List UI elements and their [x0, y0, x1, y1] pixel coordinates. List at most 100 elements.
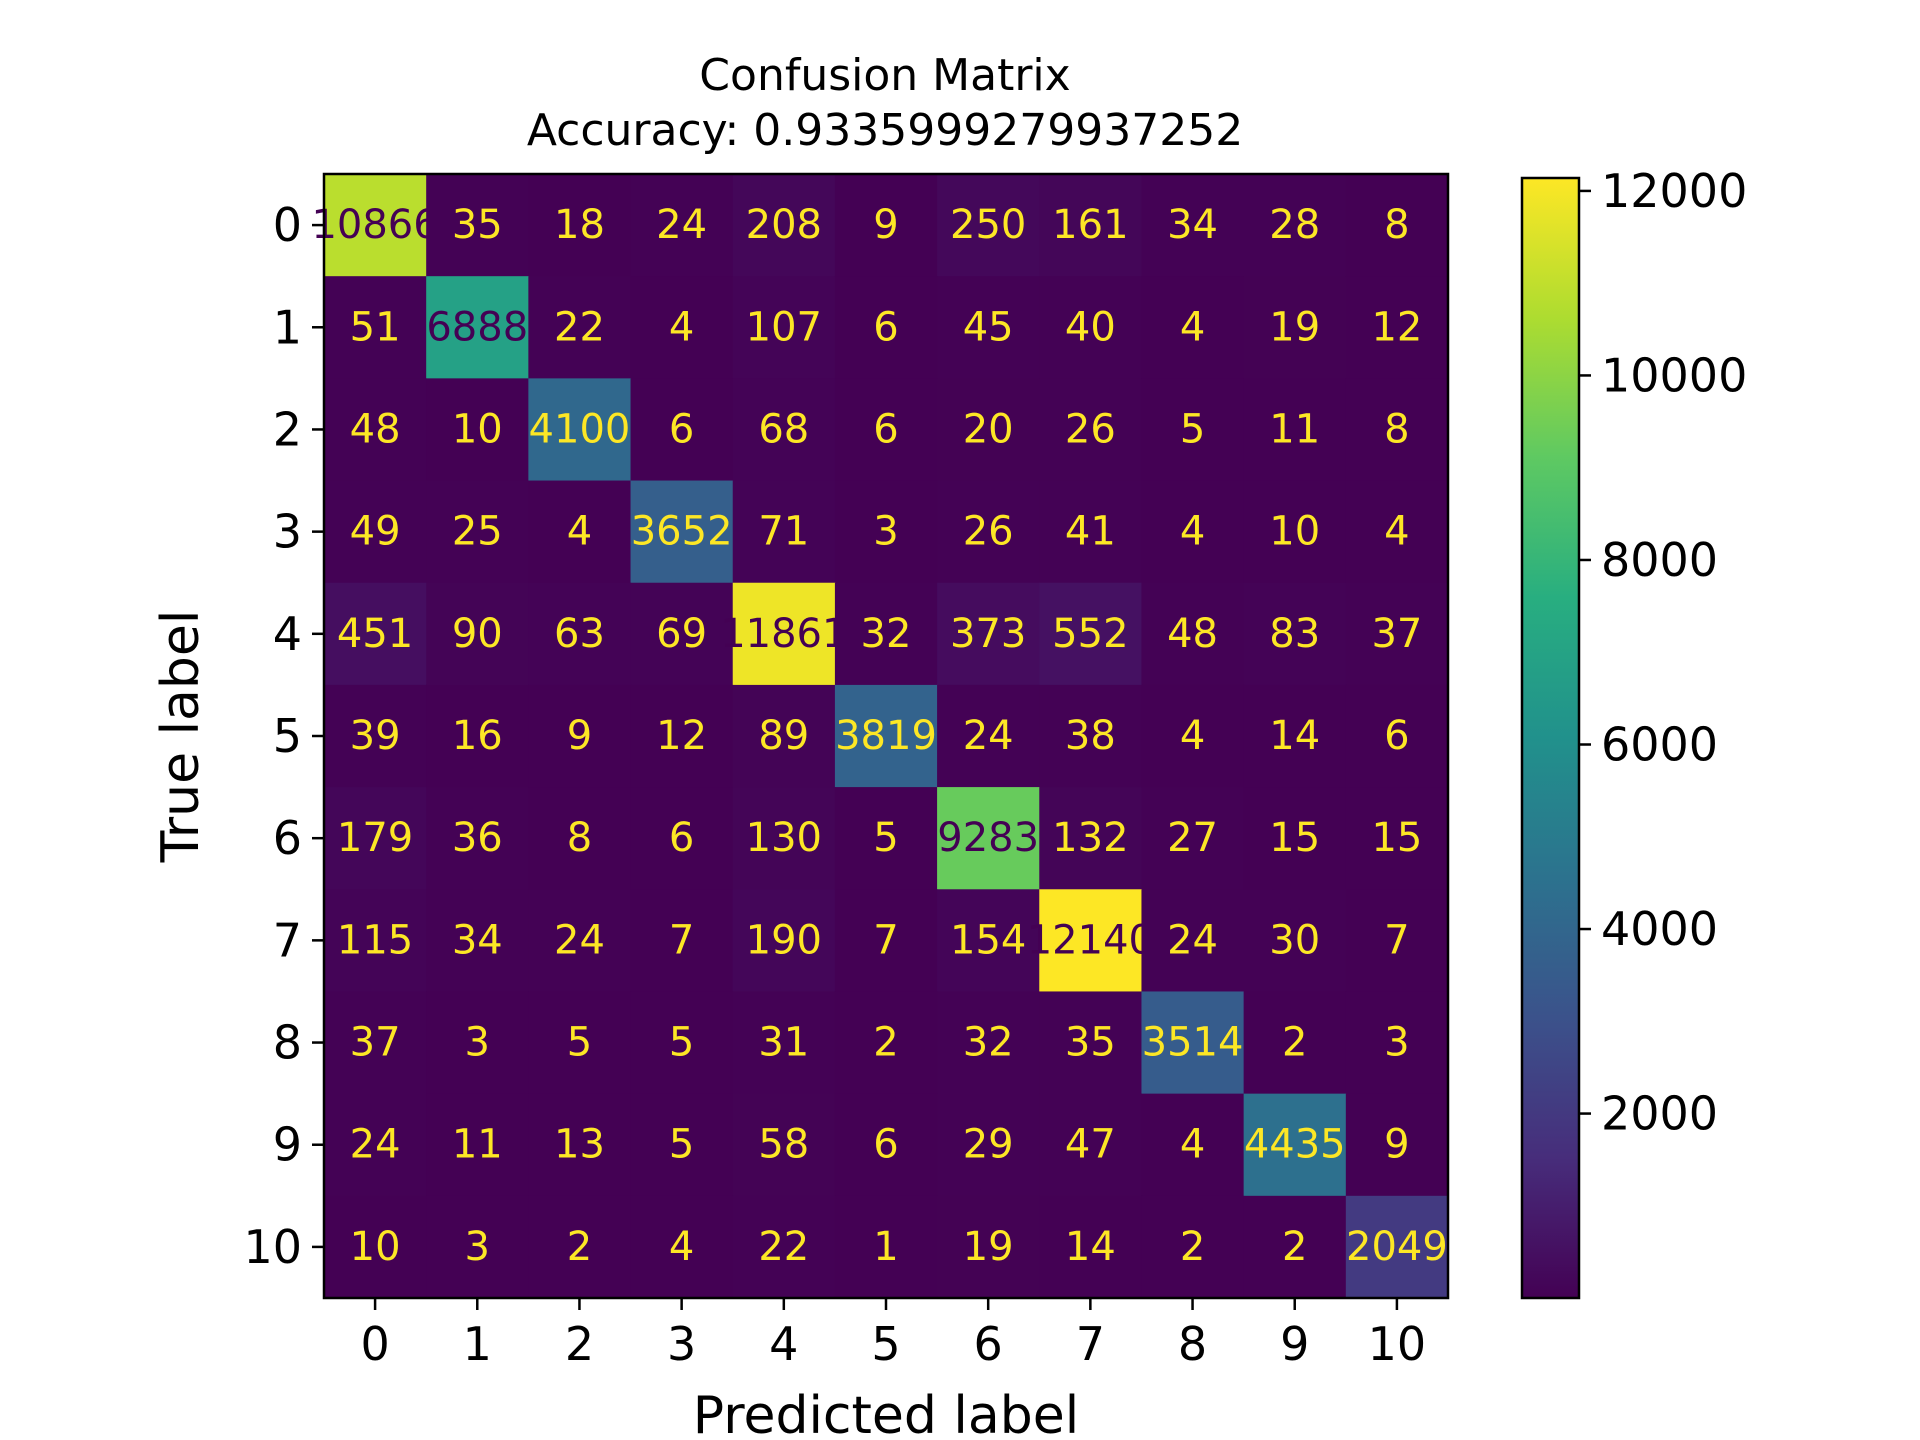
heatmap-cell [630, 276, 734, 379]
cell-value-label: 2 [1180, 1224, 1205, 1270]
cell-value-label: 41 [1065, 509, 1116, 555]
heatmap-cell [1345, 582, 1449, 686]
cell-value-label: 4 [567, 509, 592, 555]
cell-value-label: 4435 [1244, 1122, 1346, 1168]
cell-value-label: 3652 [631, 509, 733, 555]
heatmap-cell [834, 174, 938, 277]
cell-value-label: 28 [1269, 202, 1320, 248]
heatmap-cell [1039, 889, 1143, 993]
cell-value-label: 7 [669, 917, 694, 963]
heatmap-cell [834, 684, 938, 788]
y-tick-label: 6 [273, 811, 302, 865]
heatmap-cell [324, 684, 427, 788]
colorbar-ticks: 2000 4000 6000 8000 10000 12000 [1579, 164, 1747, 1141]
heatmap-cell [834, 582, 938, 686]
heatmap-cell [1345, 378, 1449, 482]
heatmap-cell [324, 787, 427, 890]
heatmap-cell [732, 276, 836, 379]
heatmap-cell [1141, 378, 1245, 482]
cell-value-label: 2 [567, 1224, 592, 1270]
cell-value-label: 208 [746, 202, 822, 248]
heatmap-cell [1345, 1093, 1449, 1197]
cell-value-label: 154 [950, 917, 1026, 963]
y-tick-label: 5 [273, 709, 302, 763]
cell-value-label: 49 [350, 509, 401, 555]
heatmap-cell [937, 1195, 1040, 1299]
cell-value-label: 7 [1384, 917, 1409, 963]
cell-value-label: 37 [350, 1020, 401, 1066]
heatmap-cell [1039, 480, 1143, 584]
colorbar [1522, 178, 1579, 1298]
cell-value-label: 10 [350, 1224, 401, 1270]
cell-value-label: 37 [1371, 611, 1422, 657]
heatmap-cell [1039, 1093, 1143, 1197]
cell-value-label: 24 [1167, 917, 1218, 963]
heatmap-cell [732, 378, 836, 482]
cell-value-label: 26 [1065, 406, 1116, 452]
cell-value-label: 51 [350, 304, 401, 350]
cell-value-label: 63 [554, 611, 605, 657]
heatmap-cell [528, 174, 632, 277]
x-tick-label: 3 [667, 1317, 696, 1371]
cell-value-label: 38 [1065, 713, 1116, 759]
cell-value-label: 5 [669, 1020, 694, 1066]
cell-value-label: 2 [1282, 1224, 1307, 1270]
cell-value-label: 6 [873, 304, 898, 350]
cell-value-label: 10 [452, 406, 503, 452]
cell-value-label: 35 [1065, 1020, 1116, 1066]
cell-value-label: 3 [465, 1224, 490, 1270]
cell-value-label: 7 [873, 917, 898, 963]
cell-value-label: 6 [669, 815, 694, 861]
chart-subtitle: Accuracy: 0.9335999279937252 [527, 105, 1243, 156]
cell-value-label: 6 [873, 406, 898, 452]
cell-value-label: 250 [950, 202, 1026, 248]
x-tick-label: 4 [769, 1317, 798, 1371]
cell-value-label: 4 [669, 304, 694, 350]
y-tick-label: 8 [273, 1016, 302, 1070]
cell-value-label: 15 [1269, 815, 1320, 861]
cell-value-label: 90 [452, 611, 503, 657]
cell-value-label: 14 [1065, 1224, 1116, 1270]
heatmap-cell [1345, 480, 1449, 584]
cell-value-label: 6 [873, 1122, 898, 1168]
heatmap-cell [630, 787, 734, 890]
x-tick-label: 2 [565, 1317, 594, 1371]
cell-value-label: 8 [567, 815, 592, 861]
cell-value-label: 9 [567, 713, 592, 759]
cell-value-label: 3 [873, 509, 898, 555]
heatmap-cell [937, 480, 1040, 584]
heatmap-cell [426, 480, 529, 584]
cell-value-label: 9 [873, 202, 898, 248]
heatmap-cell [324, 276, 427, 379]
heatmap-cell [834, 787, 938, 890]
heatmap-cell [1345, 889, 1449, 993]
cell-value-label: 12 [1371, 304, 1422, 350]
heatmap-cell [732, 787, 836, 890]
heatmap-cell [834, 378, 938, 482]
heatmap-cell [630, 1195, 734, 1299]
heatmap-cell [426, 1093, 529, 1197]
cell-value-label: 12 [656, 713, 707, 759]
heatmap-cell [1141, 991, 1245, 1095]
heatmap-cell [732, 1195, 836, 1299]
cell-value-label: 12140 [1027, 917, 1154, 963]
heatmap-cell [528, 582, 632, 686]
cell-value-label: 22 [554, 304, 605, 350]
heatmap-cell [834, 276, 938, 379]
heatmap-cell [426, 787, 529, 890]
cell-value-label: 3514 [1142, 1020, 1244, 1066]
cell-value-label: 20 [963, 406, 1014, 452]
cell-value-label: 89 [758, 713, 809, 759]
heatmap-cell [732, 684, 836, 788]
y-tick-label: 0 [273, 198, 302, 252]
cell-value-label: 19 [963, 1224, 1014, 1270]
cell-value-label: 4 [1180, 509, 1205, 555]
cell-value-label: 115 [337, 917, 413, 963]
cell-value-label: 24 [554, 917, 605, 963]
heatmap-cell [1039, 787, 1143, 890]
cell-value-label: 8 [1384, 202, 1409, 248]
heatmap-cell [324, 582, 427, 686]
x-axis-ticks: 0 1 2 3 4 5 6 7 8 9 10 [360, 1298, 1426, 1371]
heatmap-cell [732, 1093, 836, 1197]
heatmap-cell [937, 276, 1040, 379]
